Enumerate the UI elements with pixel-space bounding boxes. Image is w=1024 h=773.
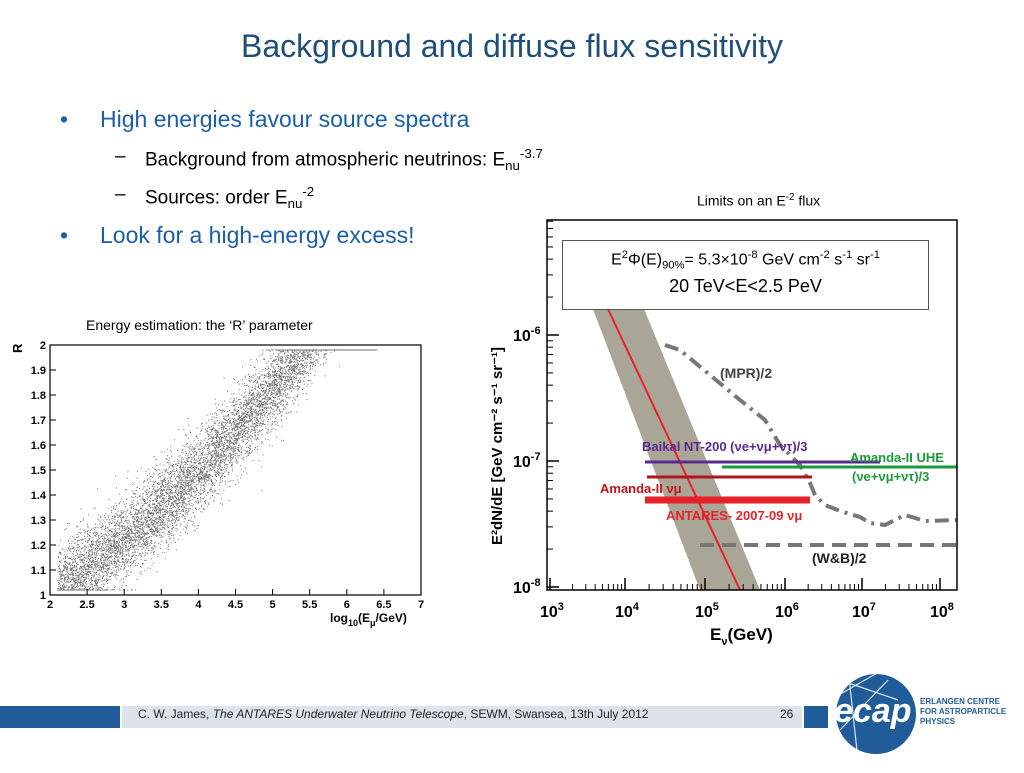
mpr-label: (MPR)/2	[720, 365, 772, 381]
mpr-limit-line	[664, 343, 957, 528]
sub-bullet-1-text: Background from atmospheric neutrinos: E	[145, 149, 506, 171]
left-y-tick-label: 1.9	[31, 365, 46, 377]
left-plot-caption: Energy estimation: the ‘R’ parameter	[86, 317, 313, 333]
right-x-tick-label: 107	[852, 601, 876, 621]
right-x-tick-label: 105	[695, 601, 719, 621]
bullet-glyph: •	[60, 222, 69, 248]
dash-glyph: –	[115, 146, 126, 167]
left-x-tick-label: 2.5	[79, 599, 94, 611]
left-x-ticks: 2 2.5 3 3.5 4 4.5 5 5.5 6 6.5 7	[47, 589, 424, 611]
sub-bullet-1-sup: -3.7	[519, 146, 543, 161]
left-y-tick-label: 1.1	[31, 565, 46, 577]
left-x-tick-label: 2	[47, 599, 53, 611]
footer-bar-middle	[122, 706, 802, 728]
slide-title: Background and diffuse flux sensitivity	[241, 28, 783, 64]
right-x-tick-label: 103	[540, 601, 564, 621]
right-x-label: Eν(GeV)	[710, 625, 773, 648]
energy-range: 20 TeV<E<2.5 PeV	[669, 275, 822, 296]
left-y-ticks: 1 1.1 1.2 1.3 1.4 1.5 1.6 1.7 1.8 1.9 2	[31, 340, 56, 602]
left-y-tick-label: 1.7	[31, 415, 46, 427]
right-y-tick-label: 10-8	[513, 577, 541, 597]
right-y-tick-label: 10-6	[513, 325, 541, 345]
r-parameter-scatter-plot: 2 2.5 3 3.5 4 4.5 5 5.5 6 6.5 7 1 1.1 1.2 1.3 1.4 1.5 1.…	[10, 340, 424, 628]
bullet-1-text: High energies favour source spectra	[100, 106, 470, 132]
left-y-tick-label: 2	[40, 340, 46, 352]
left-x-tick-label: 4	[195, 599, 202, 611]
right-axis-ticks: 103 104 105 106 107 108 10-8 10-7 10-6	[513, 220, 954, 621]
footer-bar-left	[0, 706, 120, 728]
left-y-tick-label: 1.2	[31, 540, 46, 552]
scatter-density	[57, 349, 378, 591]
left-y-tick-label: 1.5	[31, 465, 46, 477]
left-x-tick-label: 6	[344, 599, 350, 611]
sensitivity-box: E2Φ(E)90%= 5.3×10-8 GeV cm-2 s-1 sr-1 20…	[562, 240, 929, 310]
left-x-tick-label: 6.5	[376, 599, 391, 611]
left-y-tick-label: 1.6	[31, 440, 46, 452]
atmospheric-neutrino-line	[591, 274, 741, 590]
sub-bullet-2-sup: -2	[302, 184, 315, 199]
bullet-glyph: •	[60, 106, 69, 132]
left-x-tick-label: 5.5	[302, 599, 317, 611]
right-x-tick-label: 104	[615, 601, 640, 621]
left-y-tick-label: 1.3	[31, 515, 46, 527]
left-y-tick-label: 1.4	[31, 490, 47, 502]
amanda-uhe-label-2: (νe+νμ+ντ)/3	[852, 469, 929, 484]
right-x-tick-label: 108	[930, 601, 954, 621]
org-line-3: PHYSICS	[920, 717, 956, 726]
left-y-tick-label: 1.8	[31, 390, 46, 402]
right-x-tick-label: 106	[775, 601, 799, 621]
right-y-label: E²dN/dE [GeV cm⁻² s⁻¹ sr⁻¹]	[489, 347, 506, 545]
sub-bullet-1-sub: nu	[505, 158, 520, 174]
left-x-label: log10(Eμ/GeV)	[330, 611, 407, 628]
left-x-tick-label: 3.5	[154, 599, 169, 611]
left-x-tick-label: 3	[121, 599, 127, 611]
atmospheric-neutrino-band	[580, 275, 760, 590]
dash-glyph: –	[115, 184, 126, 205]
scatter-points	[57, 349, 378, 591]
left-y-tick-label: 1	[40, 590, 46, 602]
left-x-tick-label: 5	[270, 599, 276, 611]
footer-citation: C. W. James, The ANTARES Underwater Neut…	[138, 707, 649, 721]
page-number: 26	[780, 707, 794, 721]
sub-bullet-2-sub: nu	[287, 196, 303, 212]
org-line-2: FOR ASTROPARTICLE	[920, 707, 1007, 716]
amanda-uhe-label: Amanda-II UHE	[850, 450, 944, 465]
antares-label: ANTARES- 2007-09 νμ	[666, 508, 802, 523]
wb-label: (W&B)/2	[812, 550, 867, 566]
sub-bullet-2-text: Sources: order E	[145, 187, 288, 209]
org-line-1: ERLANGEN CENTRE	[920, 697, 1001, 706]
sensitivity-value: E2Φ(E)90%= 5.3×10-8 GeV cm-2 s-1 sr-1	[611, 249, 880, 272]
ecap-logo: ecap ERLANGEN CENTRE FOR ASTROPARTICLE P…	[828, 660, 1024, 768]
left-x-tick-label: 7	[418, 599, 424, 611]
ecap-logo-graphic: ecap ERLANGEN CENTRE FOR ASTROPARTICLE P…	[829, 667, 1007, 761]
baikal-label: Baikal NT-200 (νe+νμ+ντ)/3	[642, 439, 808, 454]
left-x-tick-label: 4.5	[228, 599, 243, 611]
logo-text: ecap	[834, 692, 912, 730]
left-y-label: R	[10, 343, 25, 353]
right-plot-caption: Limits on an E-2 flux	[697, 192, 821, 209]
amanda-ii-label: Amanda-II νμ	[600, 481, 682, 496]
right-y-tick-label: 10-7	[513, 451, 541, 471]
bullet-2-text: Look for a high-energy excess!	[100, 222, 415, 248]
